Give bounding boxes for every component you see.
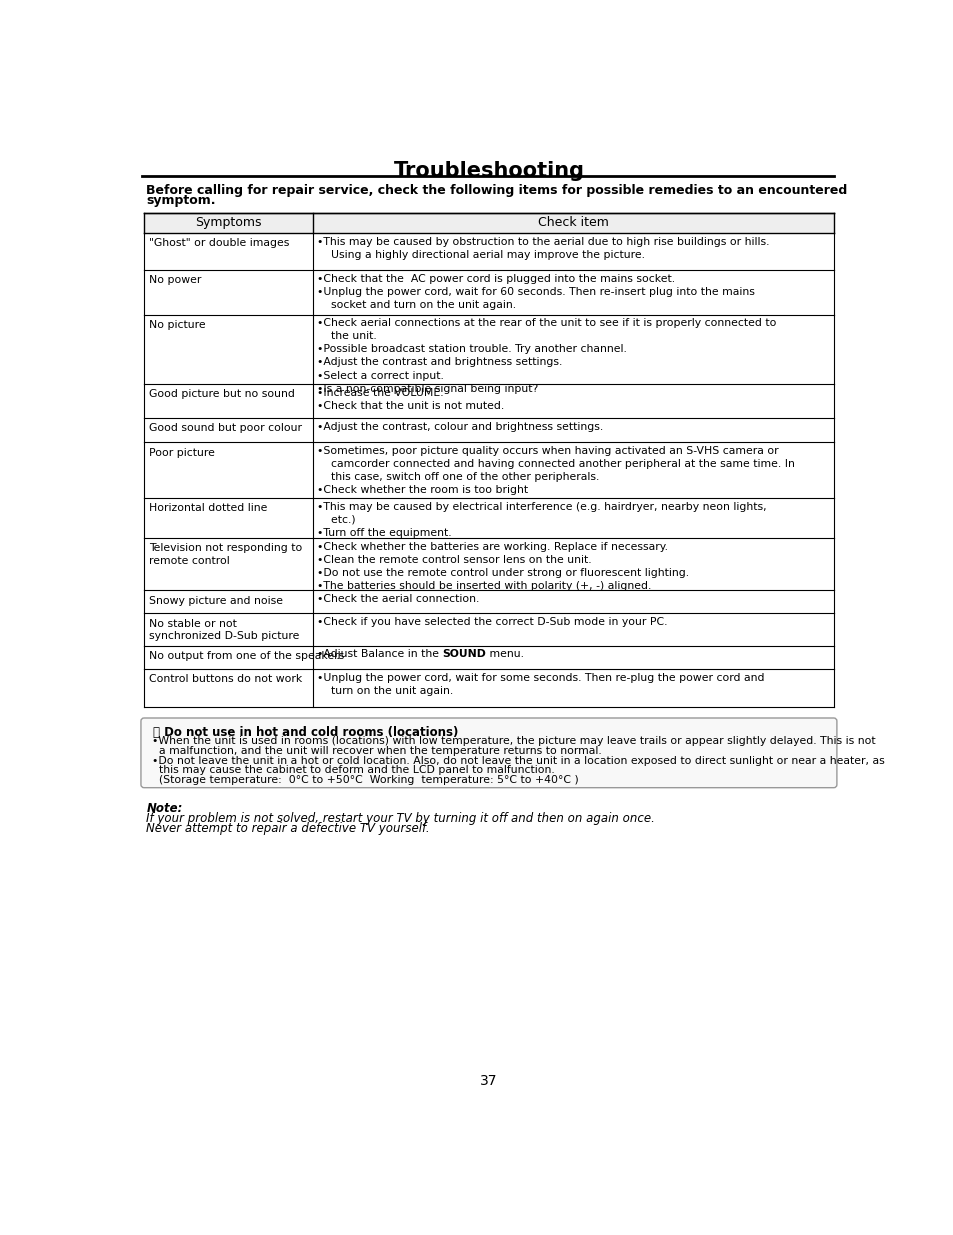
Text: •Sometimes, poor picture quality occurs when having activated an S-VHS camera or: •Sometimes, poor picture quality occurs … [316, 446, 794, 495]
Text: •Adjust Balance in the: •Adjust Balance in the [316, 650, 442, 659]
Text: If your problem is not solved, restart your TV by turning it off and then on aga: If your problem is not solved, restart y… [146, 813, 655, 825]
Text: •Check whether the batteries are working. Replace if necessary.
•Clean the remot: •Check whether the batteries are working… [316, 542, 688, 590]
FancyBboxPatch shape [141, 718, 836, 788]
Text: •Check that the  AC power cord is plugged into the mains socket.
•Unplug the pow: •Check that the AC power cord is plugged… [316, 274, 754, 310]
Text: (Storage temperature:  0°C to +50°C  Working  temperature: 5°C to +40°C ): (Storage temperature: 0°C to +50°C Worki… [152, 776, 578, 785]
Text: Good sound but poor colour: Good sound but poor colour [150, 424, 302, 433]
Text: Troubleshooting: Troubleshooting [393, 161, 584, 180]
Text: Check item: Check item [537, 216, 608, 230]
Text: Note:: Note: [146, 802, 183, 815]
Text: Snowy picture and noise: Snowy picture and noise [150, 595, 283, 605]
Text: •Check the aerial connection.: •Check the aerial connection. [316, 594, 478, 604]
Text: •Do not leave the unit in a hot or cold location. Also, do not leave the unit in: •Do not leave the unit in a hot or cold … [152, 756, 883, 766]
Text: symptom.: symptom. [146, 194, 215, 206]
Text: 37: 37 [479, 1073, 497, 1088]
Text: Poor picture: Poor picture [150, 448, 215, 458]
Text: Horizontal dotted line: Horizontal dotted line [150, 503, 268, 514]
Text: No picture: No picture [150, 320, 206, 330]
Text: ⎘ Do not use in hot and cold rooms (locations): ⎘ Do not use in hot and cold rooms (loca… [153, 726, 458, 740]
Text: No output from one of the speakers: No output from one of the speakers [150, 651, 344, 661]
Text: •This may be caused by obstruction to the aerial due to high rise buildings or h: •This may be caused by obstruction to th… [316, 237, 768, 259]
Text: "Ghost" or double images: "Ghost" or double images [150, 238, 290, 248]
Text: Television not responding to
remote control: Television not responding to remote cont… [150, 543, 302, 566]
Text: Never attempt to repair a defective TV yourself.: Never attempt to repair a defective TV y… [146, 823, 430, 835]
Text: •Increase the VOLUME.
•Check that the unit is not muted.: •Increase the VOLUME. •Check that the un… [316, 388, 503, 411]
Text: •Check aerial connections at the rear of the unit to see if it is properly conne: •Check aerial connections at the rear of… [316, 319, 776, 394]
Text: Before calling for repair service, check the following items for possible remedi: Before calling for repair service, check… [146, 184, 846, 196]
Text: •Unplug the power cord, wait for some seconds. Then re-plug the power cord and
 : •Unplug the power cord, wait for some se… [316, 673, 763, 695]
Text: Control buttons do not work: Control buttons do not work [150, 674, 302, 684]
Text: •When the unit is used in rooms (locations) with low temperature, the picture ma: •When the unit is used in rooms (locatio… [152, 736, 875, 746]
Text: this may cause the cabinet to deform and the LCD panel to malfunction.: this may cause the cabinet to deform and… [152, 766, 554, 776]
Text: •This may be caused by electrical interference (e.g. hairdryer, nearby neon ligh: •This may be caused by electrical interf… [316, 501, 765, 537]
Bar [144, 212, 833, 233]
Text: SOUND: SOUND [442, 650, 486, 659]
Text: menu.: menu. [486, 650, 524, 659]
Text: Symptoms: Symptoms [195, 216, 261, 230]
Text: No power: No power [150, 275, 202, 285]
Text: •Check if you have selected the correct D-Sub mode in your PC.: •Check if you have selected the correct … [316, 618, 667, 627]
Text: •Adjust the contrast, colour and brightness settings.: •Adjust the contrast, colour and brightn… [316, 421, 602, 431]
Text: No stable or not
synchronized D-Sub picture: No stable or not synchronized D-Sub pict… [150, 619, 299, 641]
Text: a malfunction, and the unit will recover when the temperature returns to normal.: a malfunction, and the unit will recover… [152, 746, 601, 756]
Text: Good picture but no sound: Good picture but no sound [150, 389, 295, 399]
